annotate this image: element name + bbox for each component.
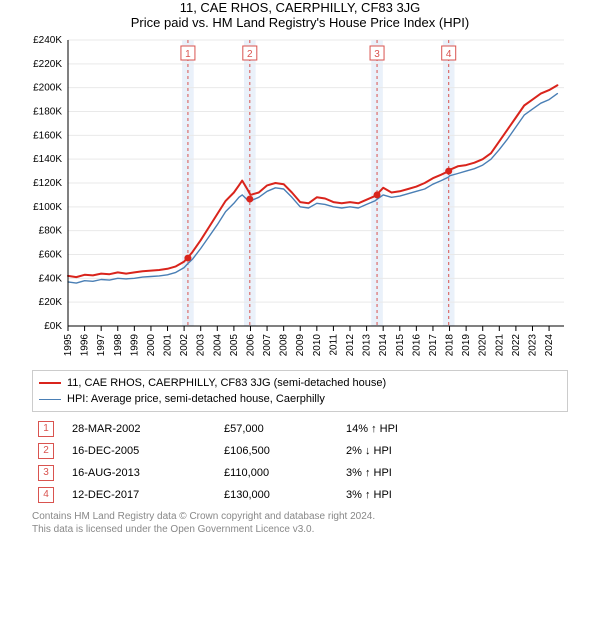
- svg-text:£200K: £200K: [33, 83, 62, 94]
- svg-text:2007: 2007: [262, 334, 273, 357]
- svg-text:2010: 2010: [312, 334, 323, 357]
- svg-text:£180K: £180K: [33, 107, 62, 118]
- svg-text:1995: 1995: [63, 334, 74, 357]
- svg-text:£0K: £0K: [44, 321, 62, 332]
- svg-text:2021: 2021: [494, 334, 505, 357]
- svg-text:£240K: £240K: [33, 36, 62, 46]
- svg-text:2018: 2018: [445, 334, 456, 357]
- svg-text:2015: 2015: [395, 334, 406, 357]
- sale-delta: 2% ↓ HPI: [340, 440, 568, 462]
- svg-text:2001: 2001: [163, 334, 174, 357]
- svg-text:2006: 2006: [245, 334, 256, 357]
- svg-text:£80K: £80K: [39, 226, 63, 237]
- svg-text:£60K: £60K: [39, 250, 63, 261]
- table-row: 1 28-MAR-2002£57,00014% ↑ HPI: [32, 418, 568, 440]
- svg-text:£120K: £120K: [33, 178, 62, 189]
- svg-text:2014: 2014: [378, 334, 389, 357]
- svg-text:2013: 2013: [362, 334, 373, 357]
- svg-text:£100K: £100K: [33, 202, 62, 213]
- svg-text:1999: 1999: [129, 334, 140, 357]
- svg-text:£160K: £160K: [33, 130, 62, 141]
- sale-price: £130,000: [218, 484, 340, 506]
- svg-text:2003: 2003: [196, 334, 207, 357]
- svg-text:1996: 1996: [80, 334, 91, 357]
- svg-text:2000: 2000: [146, 334, 157, 357]
- svg-text:2024: 2024: [544, 334, 555, 357]
- sale-delta: 3% ↑ HPI: [340, 462, 568, 484]
- sale-marker-box: 4: [38, 487, 54, 503]
- legend-item: 11, CAE RHOS, CAERPHILLY, CF83 3JG (semi…: [39, 375, 561, 391]
- table-row: 3 16-AUG-2013£110,0003% ↑ HPI: [32, 462, 568, 484]
- svg-text:2023: 2023: [527, 334, 538, 357]
- svg-text:2019: 2019: [461, 334, 472, 357]
- sale-date: 16-DEC-2005: [66, 440, 218, 462]
- svg-text:1: 1: [185, 49, 191, 60]
- sale-price: £57,000: [218, 418, 340, 440]
- svg-text:£20K: £20K: [39, 297, 63, 308]
- sale-marker-box: 2: [38, 443, 54, 459]
- svg-text:£40K: £40K: [39, 273, 63, 284]
- svg-text:2008: 2008: [279, 334, 290, 357]
- svg-text:1998: 1998: [113, 334, 124, 357]
- svg-text:1997: 1997: [96, 334, 107, 357]
- table-row: 2 16-DEC-2005£106,5002% ↓ HPI: [32, 440, 568, 462]
- table-row: 4 12-DEC-2017£130,0003% ↑ HPI: [32, 484, 568, 506]
- legend-label: 11, CAE RHOS, CAERPHILLY, CF83 3JG (semi…: [67, 377, 386, 389]
- sale-marker-box: 1: [38, 421, 54, 437]
- price-chart: £0K £20K £40K £60K £80K £100K £120K £140K £160K £…: [0, 36, 600, 366]
- svg-text:2017: 2017: [428, 334, 439, 357]
- svg-text:£140K: £140K: [33, 154, 62, 165]
- svg-text:2022: 2022: [511, 334, 522, 357]
- legend-label: HPI: Average price, semi-detached house,…: [67, 393, 325, 405]
- sale-date: 16-AUG-2013: [66, 462, 218, 484]
- page-title: 11, CAE RHOS, CAERPHILLY, CF83 3JG: [0, 0, 600, 15]
- svg-text:2020: 2020: [478, 334, 489, 357]
- sale-delta: 3% ↑ HPI: [340, 484, 568, 506]
- page-subtitle: Price paid vs. HM Land Registry's House …: [0, 15, 600, 30]
- attribution: Contains HM Land Registry data © Crown c…: [32, 510, 568, 536]
- svg-text:2002: 2002: [179, 334, 190, 357]
- svg-text:2012: 2012: [345, 334, 356, 357]
- svg-text:2005: 2005: [229, 334, 240, 357]
- svg-text:2004: 2004: [212, 334, 223, 357]
- sale-date: 28-MAR-2002: [66, 418, 218, 440]
- attribution-line1: Contains HM Land Registry data © Crown c…: [32, 510, 568, 523]
- sale-date: 12-DEC-2017: [66, 484, 218, 506]
- svg-text:2011: 2011: [328, 334, 339, 356]
- legend-swatch: [39, 382, 61, 384]
- sale-delta: 14% ↑ HPI: [340, 418, 568, 440]
- svg-text:2009: 2009: [295, 334, 306, 357]
- svg-text:2016: 2016: [411, 334, 422, 357]
- svg-text:£220K: £220K: [33, 59, 62, 70]
- sale-marker-box: 3: [38, 465, 54, 481]
- attribution-line2: This data is licensed under the Open Gov…: [32, 523, 568, 536]
- sale-price: £110,000: [218, 462, 340, 484]
- sales-table: 1 28-MAR-2002£57,00014% ↑ HPI 2 16-DEC-2005…: [32, 418, 568, 506]
- legend-item: HPI: Average price, semi-detached house,…: [39, 391, 561, 407]
- chart-svg: £0K £20K £40K £60K £80K £100K £120K £140K £160K £…: [20, 36, 580, 366]
- svg-text:4: 4: [446, 49, 452, 60]
- legend-swatch: [39, 399, 61, 400]
- svg-text:3: 3: [374, 49, 380, 60]
- legend: 11, CAE RHOS, CAERPHILLY, CF83 3JG (semi…: [32, 370, 568, 412]
- svg-text:2: 2: [247, 49, 253, 60]
- sale-price: £106,500: [218, 440, 340, 462]
